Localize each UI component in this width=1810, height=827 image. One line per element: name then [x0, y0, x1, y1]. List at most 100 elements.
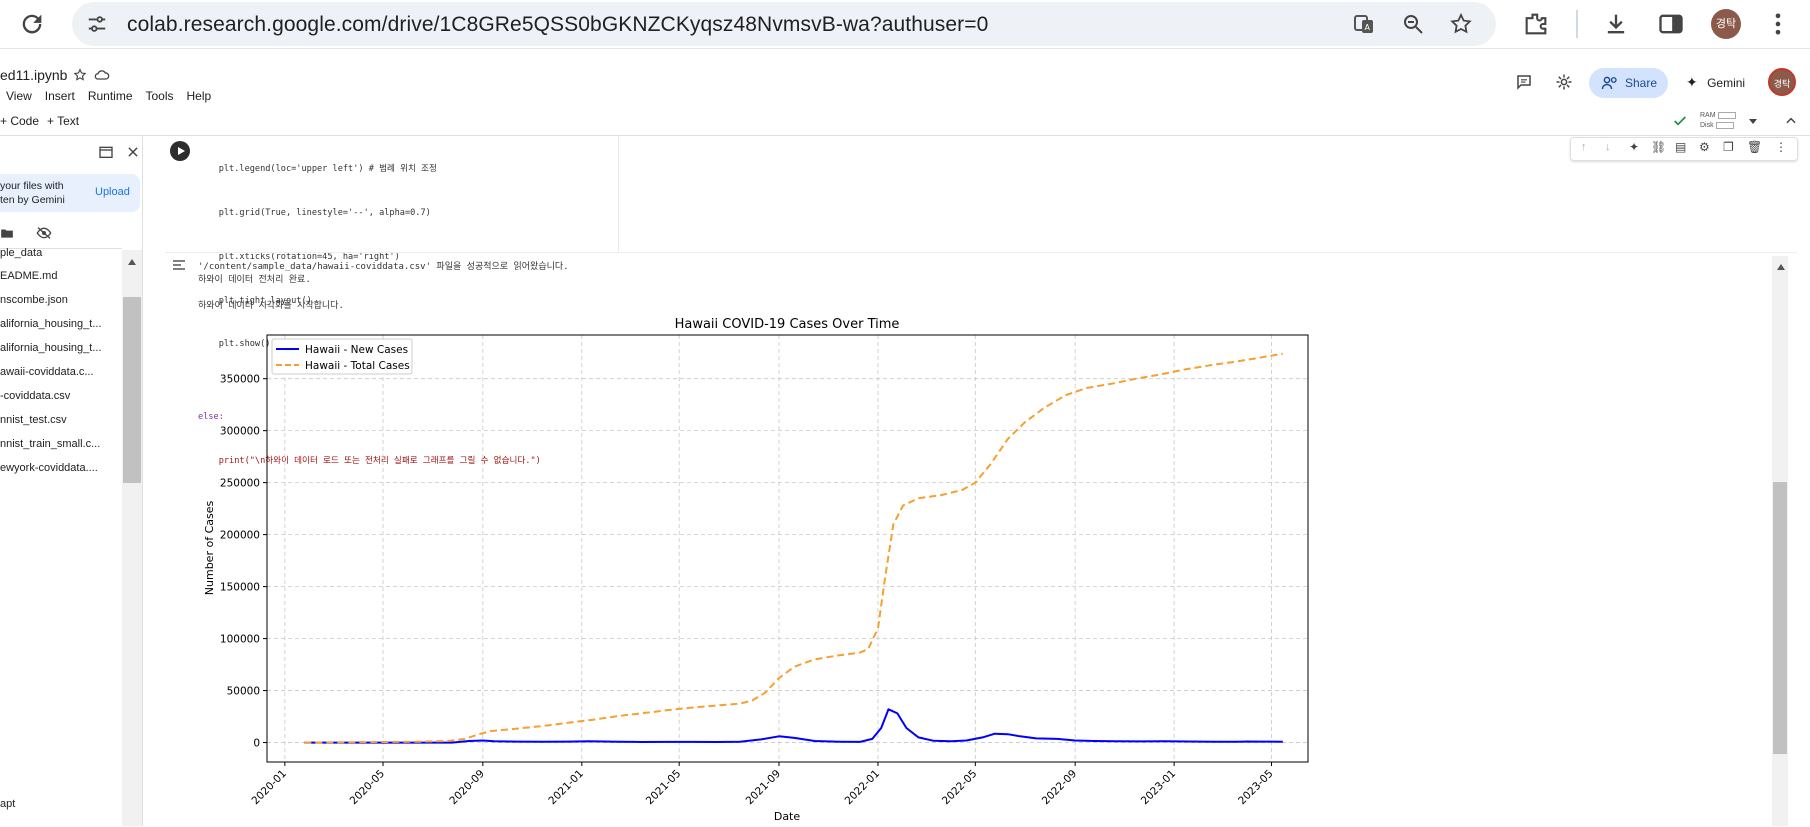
site-settings-icon[interactable] — [86, 13, 108, 35]
bookmark-star-icon[interactable] — [1449, 12, 1473, 36]
x-tick-label: 2021-09 — [744, 768, 784, 808]
x-tick-label: 2022-05 — [940, 768, 980, 808]
output-actions-icon[interactable] — [172, 259, 186, 271]
files-sidebar: your files with ten by Gemini Upload ple… — [0, 136, 143, 826]
scroll-up-icon[interactable] — [1776, 263, 1786, 271]
menu-runtime[interactable]: Runtime — [87, 89, 133, 103]
url-text[interactable]: colab.research.google.com/drive/1C8GRe5Q… — [127, 13, 989, 36]
file-item[interactable]: alifornia_housing_t... — [0, 342, 102, 354]
move-up-icon[interactable]: ↑ — [1581, 141, 1587, 153]
delete-icon[interactable]: 🗑 — [1747, 140, 1763, 154]
settings-gear-icon[interactable] — [1555, 73, 1573, 91]
menu-insert[interactable]: Insert — [44, 89, 75, 103]
y-tick-label: 250000 — [220, 478, 260, 490]
file-item[interactable]: nnist_train_small.c... — [0, 438, 101, 450]
link-icon[interactable]: ⛓ — [1651, 140, 1667, 154]
browser-toolbar: colab.research.google.com/drive/1C8GRe5Q… — [0, 0, 1810, 49]
file-item[interactable]: ewyork-coviddata.... — [0, 462, 98, 474]
download-icon[interactable] — [1602, 10, 1630, 38]
open-in-tab-icon[interactable] — [98, 144, 114, 160]
account-avatar[interactable]: 경탁 — [1768, 68, 1796, 96]
y-tick-label: 50000 — [227, 686, 260, 698]
cell-toolbar: ↑ ↓ ✦ ⛓ ▤ ⚙ ❐ 🗑 ⋮ — [1570, 137, 1798, 161]
mirror-cell-icon[interactable]: ❐ — [1723, 140, 1734, 154]
reload-icon[interactable] — [18, 10, 46, 38]
sparkle-icon: ✦ — [1686, 74, 1698, 90]
divider — [0, 248, 122, 249]
x-tick-label: 2020-05 — [348, 768, 388, 808]
y-tick-label: 300000 — [220, 426, 260, 438]
upload-folder-icon[interactable] — [0, 226, 14, 240]
add-code-button[interactable]: + Code — [0, 114, 40, 128]
svg-text:A: A — [1365, 23, 1371, 32]
people-icon — [1601, 76, 1617, 90]
cell-settings-icon[interactable]: ⚙ — [1699, 140, 1710, 154]
comment-cell-icon[interactable]: ▤ — [1675, 140, 1687, 154]
zoom-icon[interactable] — [1401, 12, 1425, 36]
gemini-sparkle-icon[interactable]: ✦ — [1629, 140, 1640, 154]
notebook-title[interactable]: ed11.ipynb — [0, 67, 68, 83]
file-item[interactable]: nnist_test.csv — [0, 414, 67, 426]
disk-bar — [1715, 121, 1734, 129]
run-cell-button[interactable] — [170, 141, 190, 161]
legend-box — [271, 338, 413, 375]
ram-bar — [1717, 111, 1736, 119]
side-panel-icon[interactable] — [1657, 10, 1685, 38]
file-item[interactable]: apt — [0, 798, 16, 810]
gemini-button[interactable]: ✦ Gemini — [1686, 74, 1745, 91]
resource-monitor[interactable]: RAM Disk — [1700, 111, 1736, 131]
code-line: plt.xticks(rotation=45, ha='right') — [198, 251, 400, 262]
x-tick-label: 2020-09 — [447, 768, 487, 808]
file-item[interactable]: nscombe.json — [0, 294, 68, 306]
code-editor[interactable]: plt.legend(loc='upper left') # 범례 위치 조정 … — [198, 133, 541, 483]
code-line: plt.legend(loc='upper left') # 범례 위치 조정 — [198, 164, 437, 175]
profile-avatar[interactable]: 경탁 — [1711, 9, 1741, 39]
banner-text-1: your files with — [0, 180, 64, 192]
connected-check-icon — [1674, 116, 1686, 126]
output-scroll-thumb[interactable] — [1773, 482, 1787, 754]
more-vert-icon[interactable] — [1764, 10, 1792, 38]
comment-icon[interactable] — [1515, 73, 1533, 91]
file-item[interactable]: EADME.md — [0, 270, 58, 282]
code-line: else: — [198, 412, 224, 423]
plot-frame — [266, 334, 1309, 763]
ram-label: RAM — [1700, 112, 1716, 119]
x-axis-label: Date — [774, 810, 801, 823]
menu-help[interactable]: Help — [186, 89, 212, 103]
file-item[interactable]: -coviddata.csv — [0, 390, 71, 402]
legend-label-total: Hawaii - Total Cases — [305, 360, 410, 372]
code-line: plt.tight_layout() — [198, 295, 312, 306]
share-button[interactable]: Share — [1589, 68, 1668, 98]
chart-title: Hawaii COVID-19 Cases Over Time — [675, 317, 900, 332]
banner-text-2: ten by Gemini — [0, 194, 65, 206]
file-item[interactable]: alifornia_housing_t... — [0, 318, 102, 330]
notebook-toolbar: + Code + Text RAM Disk — [0, 109, 1810, 136]
close-icon[interactable] — [126, 145, 140, 159]
gemini-label: Gemini — [1707, 76, 1746, 90]
hide-files-icon[interactable] — [36, 226, 52, 240]
legend-label-new: Hawaii - New Cases — [305, 344, 408, 356]
upload-button[interactable]: Upload — [95, 186, 130, 198]
more-options-icon[interactable]: ⋮ — [1775, 140, 1787, 154]
x-tick-label: 2022-01 — [843, 768, 883, 808]
cell-output — [165, 252, 1797, 827]
new-cases-line — [304, 708, 1283, 744]
sidebar-scroll-thumb[interactable] — [123, 297, 141, 483]
gemini-upload-banner: your files with ten by Gemini Upload — [0, 174, 140, 212]
menu-view[interactable]: View — [6, 89, 32, 103]
add-text-button[interactable]: + Text — [47, 114, 80, 128]
scroll-up-icon[interactable] — [127, 258, 137, 266]
address-bar[interactable]: colab.research.google.com/drive/1C8GRe5Q… — [72, 2, 1496, 46]
file-item[interactable]: ple_data — [0, 247, 43, 259]
move-down-icon[interactable]: ↓ — [1605, 141, 1611, 153]
extensions-icon[interactable] — [1522, 10, 1550, 38]
legend: Hawaii - New Cases Hawaii - Total Cases — [271, 338, 413, 375]
file-item[interactable]: awaii-coviddata.c... — [0, 366, 94, 378]
star-icon[interactable] — [73, 68, 87, 82]
dropdown-arrow-icon[interactable] — [1748, 116, 1758, 126]
play-icon — [178, 147, 185, 155]
translate-icon[interactable]: A — [1352, 12, 1376, 36]
menu-tools[interactable]: Tools — [145, 89, 174, 103]
collapse-chevron-icon[interactable] — [1784, 114, 1798, 128]
